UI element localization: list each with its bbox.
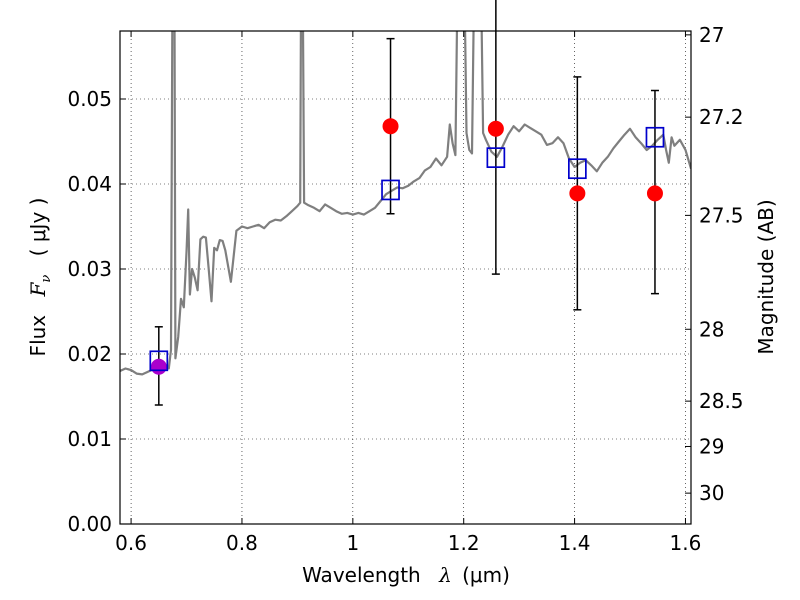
x-tick-label: 1	[346, 531, 359, 555]
observed-point	[382, 118, 399, 135]
x-tick-label: 1.2	[448, 531, 480, 555]
synthetic-photometry-box	[149, 350, 169, 372]
synthetic-photometry-box	[381, 179, 400, 201]
mag-tick-label: 29	[699, 434, 724, 458]
y-axis-label: Flux Fν ( μJy )	[26, 198, 55, 357]
y-axis-label-prefix: Flux	[26, 315, 50, 357]
mag-tick-label: 30	[699, 481, 724, 505]
y-tick-label: 0.02	[67, 342, 112, 366]
x-tick-label: 1.4	[559, 531, 591, 555]
x-axis-label: Wavelength λ (μm)	[302, 563, 510, 587]
x-axis-label-symbol: λ	[438, 563, 452, 587]
points-layer	[150, 118, 663, 375]
observed-point	[646, 185, 663, 202]
observed-point	[569, 185, 586, 202]
mag-tick-label: 27.2	[699, 105, 744, 129]
observed-point	[150, 358, 167, 375]
mag-tick-label: 28.5	[699, 389, 744, 413]
box-layer	[149, 126, 665, 372]
mag-tick-label: 28	[699, 317, 724, 341]
x-tick-label: 0.8	[226, 531, 258, 555]
y-axis-label-symbol: F	[26, 282, 50, 298]
observed-point	[487, 120, 504, 137]
y-tick-label: 0.00	[67, 512, 112, 536]
synthetic-photometry-box	[568, 158, 587, 180]
x-axis-label-unit: (μm)	[462, 563, 510, 587]
y-tick-label: 0.03	[67, 257, 112, 281]
mag-tick-label: 27	[699, 23, 724, 47]
plot-frame	[119, 30, 692, 525]
synthetic-photometry-box	[486, 147, 506, 168]
y2-axis-label: Magnitude (AB)	[754, 199, 778, 354]
mag-tick-label: 27.5	[699, 203, 744, 227]
synthetic-photometry-box	[645, 126, 665, 148]
y-tick-label: 0.01	[67, 427, 112, 451]
y-axis-label-unit: ( μJy )	[26, 198, 50, 257]
y-tick-label: 0.05	[67, 87, 112, 111]
y-axis-label-subscript: ν	[39, 275, 54, 283]
y-tick-label: 0.04	[67, 172, 112, 196]
ticks-layer: 0.6 0.8 1 1.2 1.4 1.6 0.00 0.01 0.02 0.03 0.04 0.05…	[67, 23, 743, 555]
x-axis-label-prefix: Wavelength	[302, 563, 421, 587]
x-tick-label: 1.6	[670, 531, 702, 555]
x-tick-label: 0.6	[115, 531, 147, 555]
